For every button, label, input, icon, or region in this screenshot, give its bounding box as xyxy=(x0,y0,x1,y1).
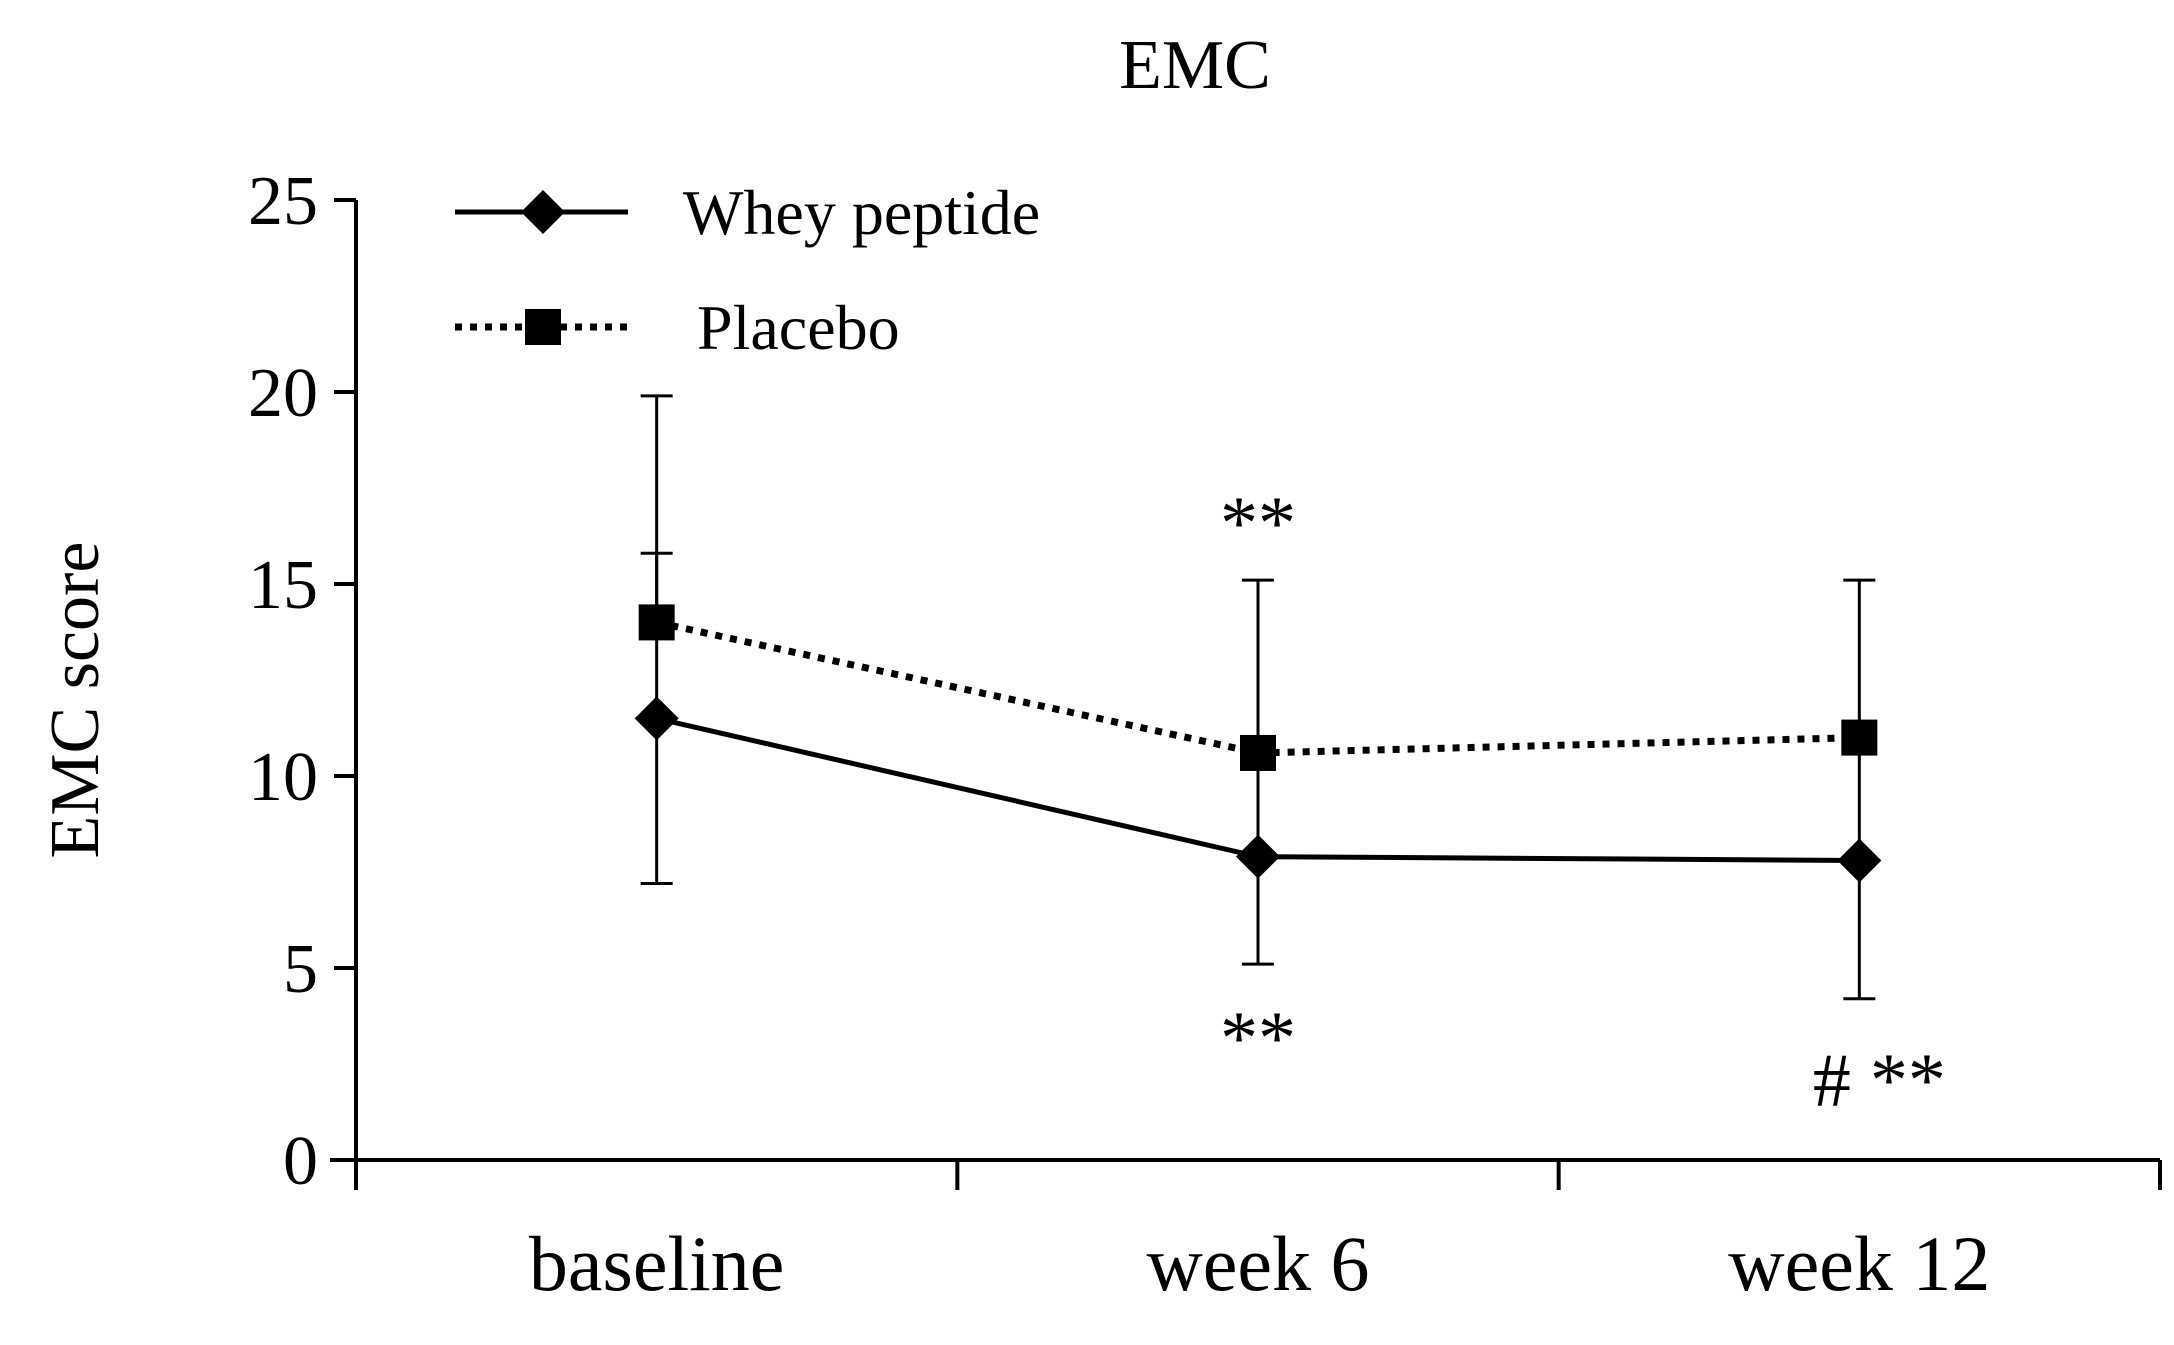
significance-annotations: ** ** # ** xyxy=(1220,482,1946,1123)
square-marker xyxy=(1240,734,1276,771)
square-marker xyxy=(1841,719,1878,756)
x-tick-label: week 6 xyxy=(1146,1220,1369,1307)
x-tick-label: week 12 xyxy=(1728,1220,1990,1307)
square-marker xyxy=(638,604,675,641)
y-ticks: 0 5 10 15 20 25 xyxy=(248,163,356,1200)
diamond-marker xyxy=(1837,838,1882,883)
x-ticks: baseline week 6 week 12 xyxy=(354,1160,2162,1307)
y-axis-label: EMC score xyxy=(37,542,114,859)
y-tick-label: 25 xyxy=(248,163,318,240)
legend-label: Placebo xyxy=(697,292,900,363)
significance-marker: ** xyxy=(1220,482,1296,566)
y-tick-label: 15 xyxy=(248,547,318,624)
series-markers xyxy=(634,604,1882,883)
y-tick-label: 10 xyxy=(248,739,318,816)
diamond-marker xyxy=(1236,834,1280,879)
square-marker xyxy=(525,309,561,345)
significance-marker: # ** xyxy=(1813,1039,1946,1123)
chart-title: EMC xyxy=(1119,27,1271,104)
y-tick-label: 20 xyxy=(248,355,318,432)
diamond-marker xyxy=(521,190,565,234)
y-tick-label: 5 xyxy=(283,931,318,1008)
y-tick-label: 0 xyxy=(283,1123,318,1200)
x-tick-label: baseline xyxy=(529,1220,785,1307)
diamond-marker xyxy=(634,696,679,741)
legend-label: Whey peptide xyxy=(683,177,1040,248)
legend: Whey peptide Placebo xyxy=(455,177,1040,363)
significance-marker: ** xyxy=(1220,996,1296,1080)
